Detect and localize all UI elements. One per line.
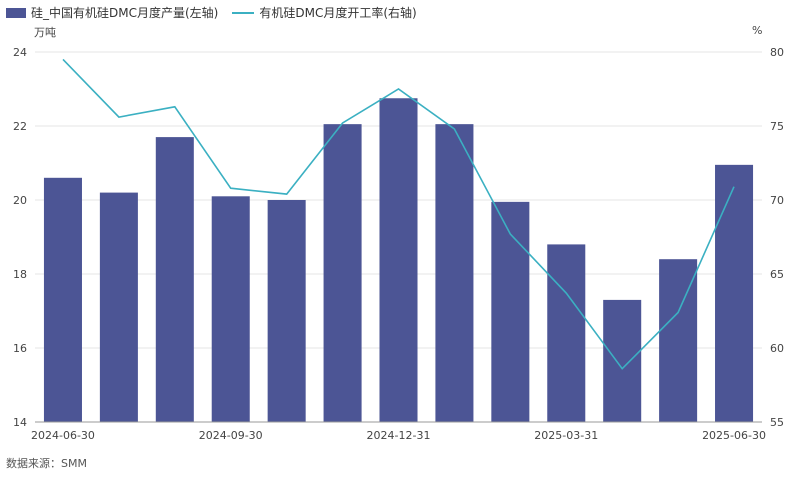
legend-label-line: 有机硅DMC月度开工率(右轴) — [259, 6, 417, 20]
legend-label-bar: 硅_中国有机硅DMC月度产量(左轴) — [31, 6, 219, 20]
x-tick-label: 2025-06-30 — [702, 429, 766, 442]
right-tick-label: 60 — [770, 342, 784, 355]
bar — [603, 299, 642, 422]
bar — [211, 196, 250, 422]
bar — [43, 177, 82, 422]
left-tick-label: 18 — [13, 268, 27, 281]
x-tick-label: 2025-03-31 — [534, 429, 598, 442]
bar — [659, 259, 698, 422]
bar — [267, 200, 306, 422]
left-tick-label: 24 — [13, 46, 27, 59]
legend-item-line[interactable]: 有机硅DMC月度开工率(右轴) — [232, 4, 417, 21]
right-tick-label: 75 — [770, 120, 784, 133]
bar — [99, 192, 138, 422]
left-axis-unit: 万吨 — [34, 26, 56, 39]
bar — [435, 124, 474, 423]
bar — [155, 137, 194, 422]
legend-swatch-bar — [6, 7, 26, 18]
x-tick-label: 2024-09-30 — [199, 429, 263, 442]
bar — [491, 201, 530, 422]
source-note: 数据来源：SMM — [6, 457, 87, 470]
bar — [379, 98, 418, 422]
bar — [715, 164, 754, 422]
right-tick-label: 55 — [770, 416, 784, 429]
x-tick-label: 2024-06-30 — [31, 429, 95, 442]
chart-legend: 硅_中国有机硅DMC月度产量(左轴) 有机硅DMC月度开工率(右轴) — [6, 4, 431, 21]
left-tick-label: 20 — [13, 194, 27, 207]
bar — [547, 244, 586, 422]
line-series — [62, 58, 735, 370]
legend-item-bar[interactable]: 硅_中国有机硅DMC月度产量(左轴) — [6, 4, 218, 21]
x-tick-label: 2024-12-31 — [367, 429, 431, 442]
left-tick-label: 22 — [13, 120, 27, 133]
legend-swatch-line — [232, 11, 255, 14]
left-tick-label: 16 — [13, 342, 27, 355]
right-tick-label: 70 — [770, 194, 784, 207]
bar — [323, 124, 362, 423]
right-axis-unit: % — [752, 24, 763, 37]
left-tick-label: 14 — [13, 416, 27, 429]
right-tick-label: 65 — [770, 268, 784, 281]
right-tick-label: 80 — [770, 46, 784, 59]
